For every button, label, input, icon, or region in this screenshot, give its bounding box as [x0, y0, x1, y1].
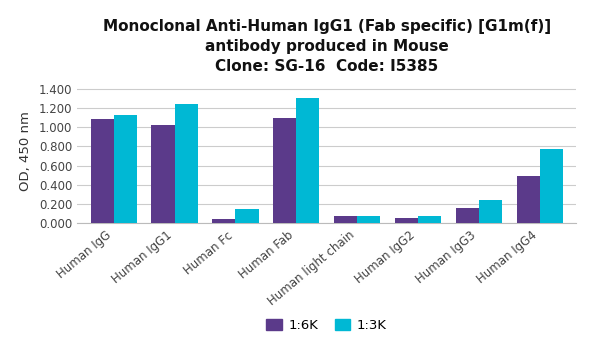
Bar	[456, 208, 479, 223]
Bar	[517, 176, 540, 223]
Bar	[395, 218, 418, 223]
Y-axis label: OD, 450 nm: OD, 450 nm	[19, 111, 32, 191]
Bar	[212, 219, 235, 223]
Legend: 1:6K, 1:3K: 1:6K, 1:3K	[261, 313, 392, 337]
Bar	[91, 118, 113, 223]
Title: Monoclonal Anti-Human IgG1 (Fab specific) [G1m(f)]
antibody produced in Mouse
Cl: Monoclonal Anti-Human IgG1 (Fab specific…	[103, 19, 551, 74]
Bar	[357, 216, 380, 223]
Bar	[175, 104, 198, 223]
Bar	[151, 125, 175, 223]
Bar	[418, 216, 441, 223]
Bar	[296, 98, 320, 223]
Bar	[334, 216, 357, 223]
Bar	[540, 149, 563, 223]
Bar	[235, 208, 258, 223]
Bar	[479, 200, 502, 223]
Bar	[273, 118, 296, 223]
Bar	[113, 115, 137, 223]
